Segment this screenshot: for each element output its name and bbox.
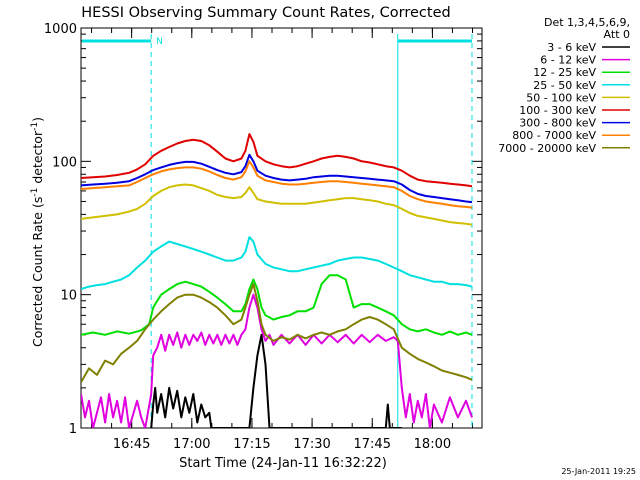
series-line-1 <box>81 293 473 428</box>
y-axis-label-sup: -1 <box>30 188 40 197</box>
series-line-0 <box>150 333 402 428</box>
legend-label: 100 - 300 keV <box>519 104 596 117</box>
x-tick-label: 17:15 <box>233 437 270 452</box>
legend-label: 6 - 12 keV <box>540 54 596 67</box>
y-tick-label: 1000 <box>44 22 77 37</box>
x-axis-label: Start Time (24-Jan-11 16:32:22) <box>179 456 387 471</box>
plot-frame <box>80 27 483 429</box>
series-line-5 <box>81 133 473 188</box>
series-line-6 <box>81 153 473 204</box>
y-axis-label-main: Corrected Count Rate (s <box>30 197 45 347</box>
legend-label: 50 - 100 keV <box>526 91 596 104</box>
y-tick-label: 100 <box>52 155 77 170</box>
chart-title: HESSI Observing Summary Count Rates, Cor… <box>81 5 450 21</box>
y-axis-label-close: ) <box>30 117 45 122</box>
x-tick-label: 17:30 <box>293 437 330 452</box>
footer-timestamp: 25-Jan-2011 19:25 <box>561 467 636 476</box>
y-axis-label-sup2: -1 <box>30 122 40 131</box>
y-tick-label: 1 <box>69 422 77 437</box>
legend-label: 3 - 6 keV <box>547 41 596 54</box>
legend-label: 25 - 50 keV <box>533 79 596 92</box>
legend-header-line1: Det 1,3,4,5,6,9, <box>544 16 630 29</box>
axis-ticks <box>81 27 482 429</box>
series-line-4 <box>81 183 473 226</box>
y-axis-label-tail: detector <box>30 130 45 188</box>
y-tick-label: 10 <box>60 289 77 304</box>
series-line-3 <box>81 236 473 291</box>
series-line-8 <box>81 283 473 383</box>
series-lines <box>81 133 473 428</box>
series-line-7 <box>81 160 473 209</box>
legend-label: 12 - 25 keV <box>533 66 596 79</box>
x-tick-label: 17:45 <box>354 437 391 452</box>
y-tick-labels: 1 10 100 1000 <box>44 22 77 437</box>
x-tick-label: 16:45 <box>113 437 150 452</box>
night-marker-label: N <box>156 37 163 47</box>
x-tick-label: 18:00 <box>414 437 451 452</box>
legend-label: 300 - 800 keV <box>519 117 596 130</box>
series-line-2 <box>81 274 473 336</box>
x-tick-labels: 16:45 17:00 17:15 17:30 17:45 18:00 <box>113 437 451 452</box>
legend-header-line2: Att 0 <box>604 28 630 41</box>
legend-label: 7000 - 20000 keV <box>498 142 596 155</box>
y-axis-label: Corrected Count Rate (s-1 detector-1) <box>30 117 45 347</box>
x-tick-label: 17:00 <box>173 437 210 452</box>
legend-label: 800 - 7000 keV <box>512 129 596 142</box>
night-markers: N <box>82 34 473 428</box>
